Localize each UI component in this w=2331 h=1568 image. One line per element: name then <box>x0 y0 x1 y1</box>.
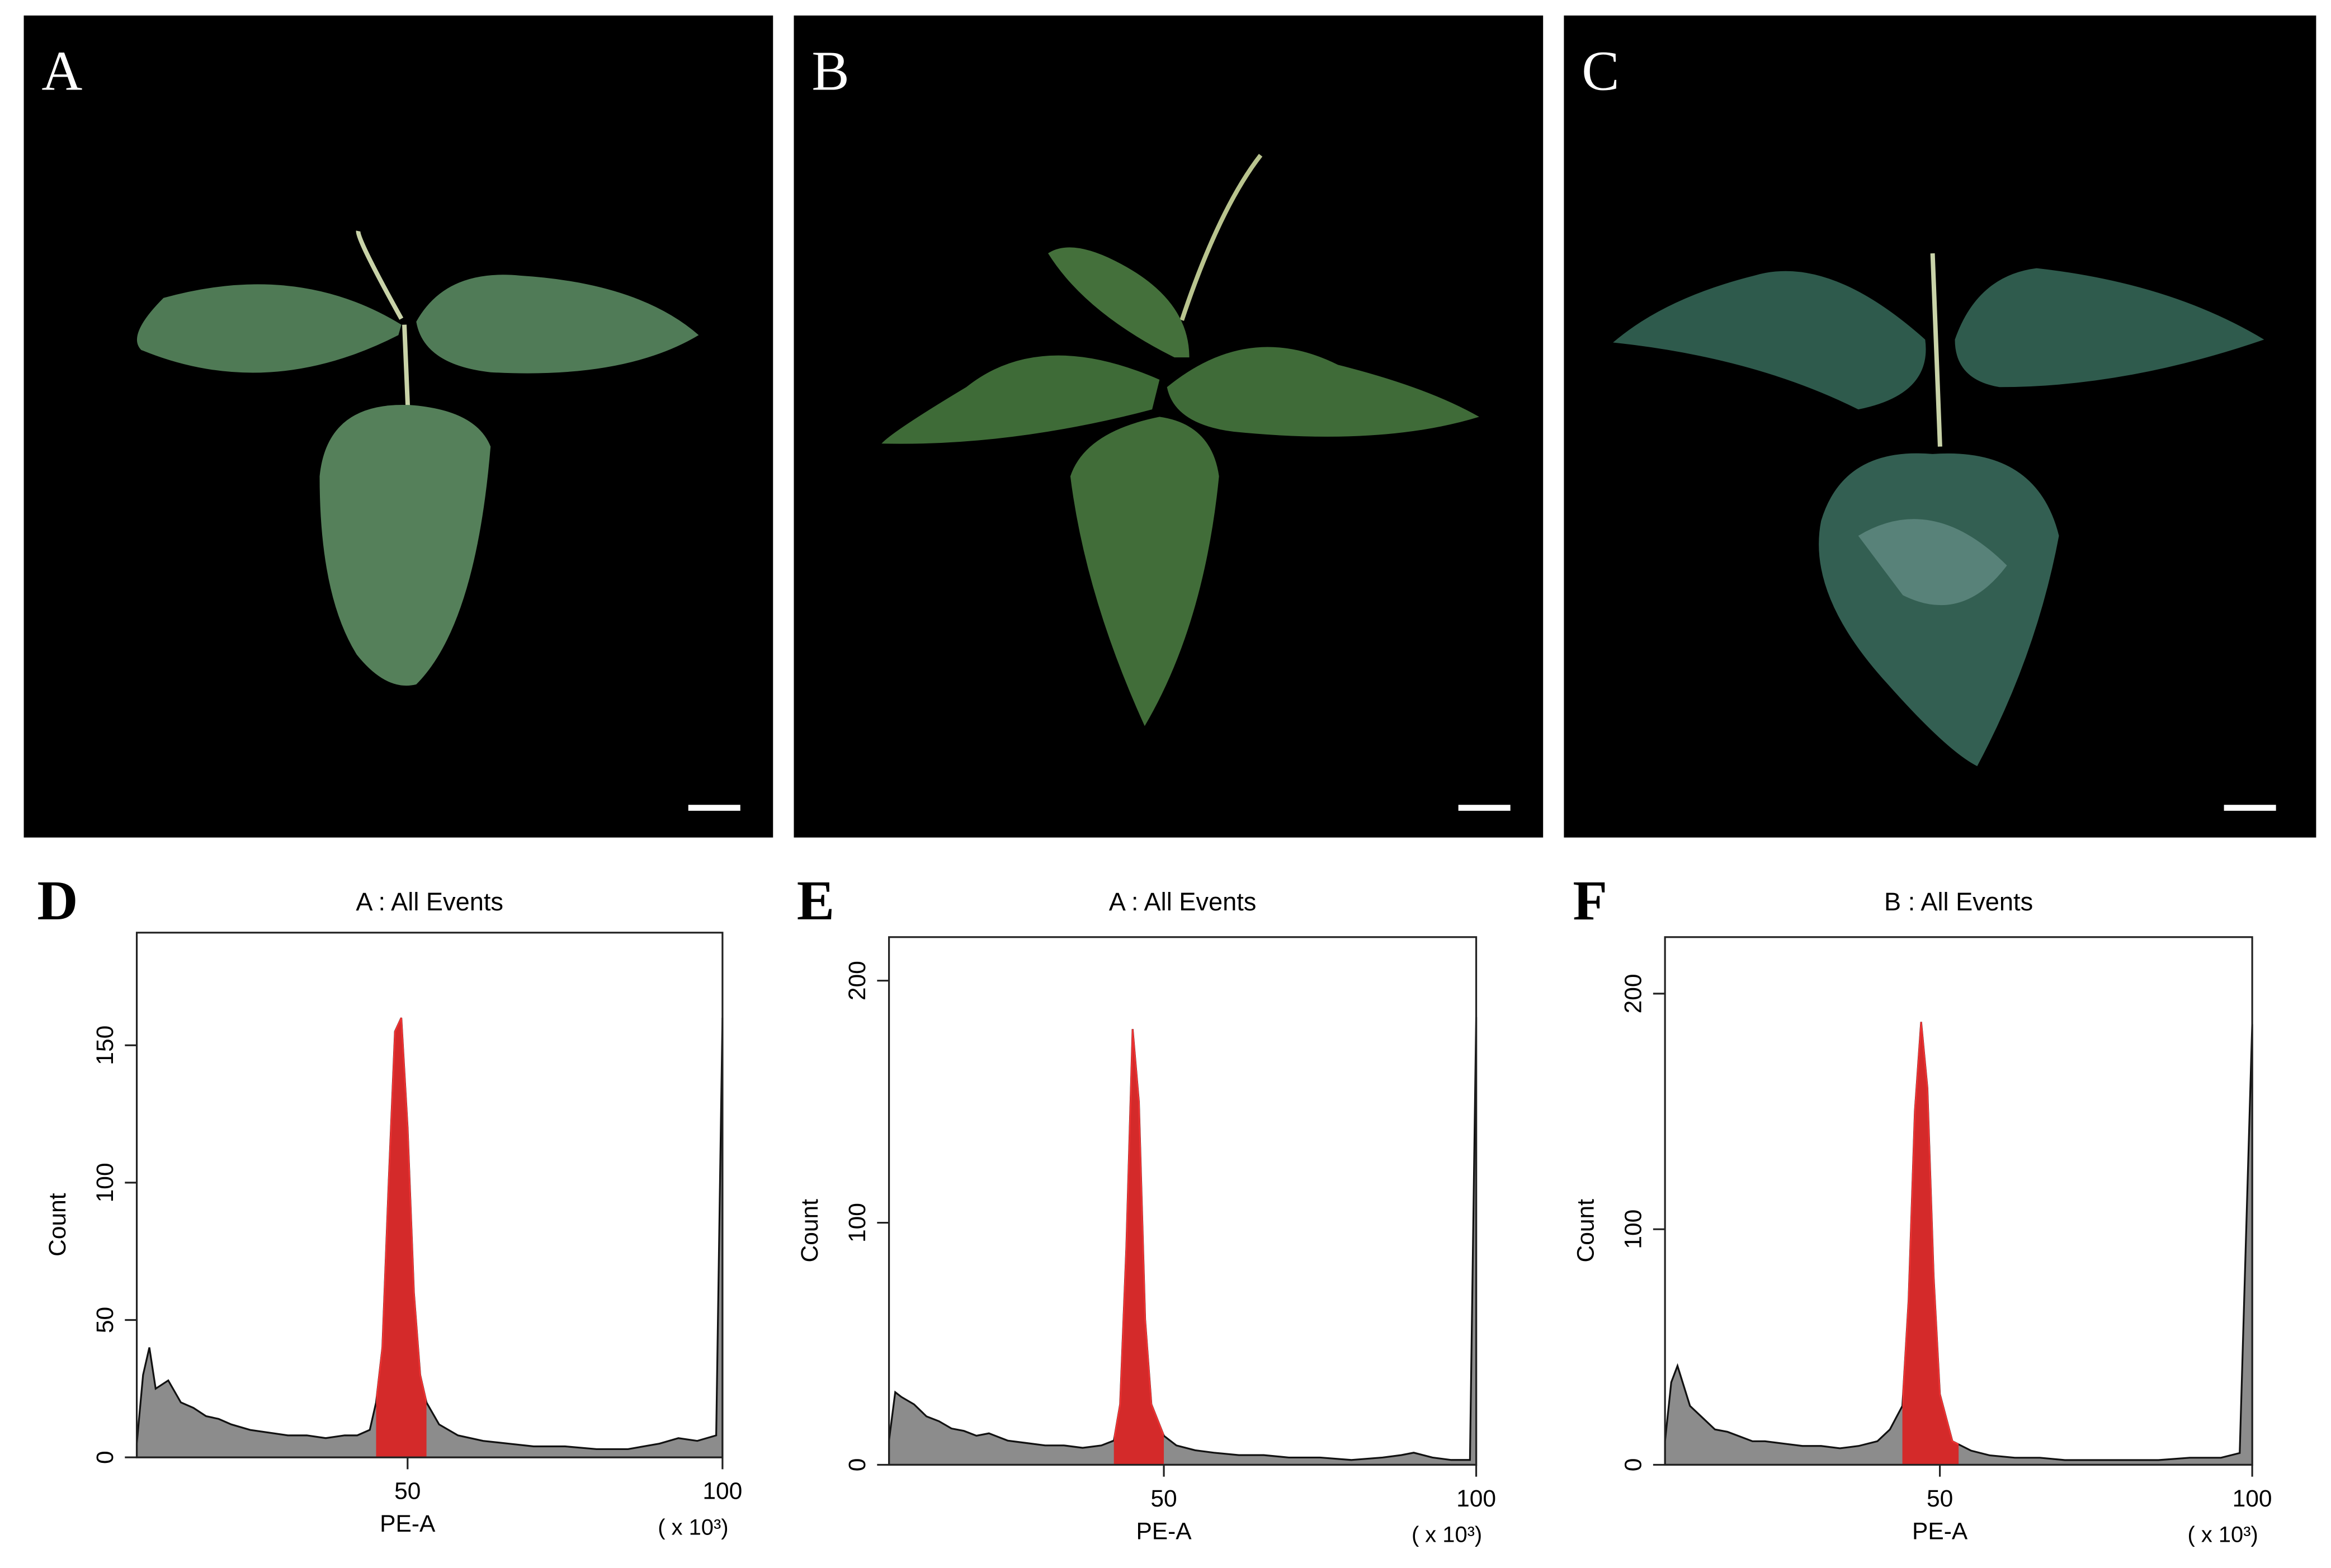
y-axis-label: Count <box>1573 1199 1599 1263</box>
x-tick-label: 100 <box>702 1478 742 1505</box>
chart-title: A : All Events <box>356 887 503 916</box>
y-tick-label: 150 <box>92 1026 119 1065</box>
gated-area <box>1113 1029 1164 1465</box>
panel-label: A <box>41 40 82 102</box>
panel-label: B <box>811 40 849 102</box>
y-tick-label: 100 <box>1620 1210 1647 1249</box>
x-axis-label: PE-A <box>1912 1518 1968 1545</box>
x-axis-label: PE-A <box>1136 1518 1192 1545</box>
photo-c <box>1564 15 2316 838</box>
plot-frame <box>888 936 1478 1466</box>
photo-a <box>23 15 773 838</box>
y-tick-label: 50 <box>92 1307 119 1333</box>
x-tick-label: 100 <box>2233 1485 2272 1512</box>
y-tick-label: 200 <box>844 961 871 1000</box>
y-tick-label: 100 <box>92 1163 119 1202</box>
chart-title: B : All Events <box>1884 887 2033 916</box>
photo-b <box>794 15 1544 838</box>
gated-area <box>1902 1022 1959 1465</box>
panel-label: D <box>37 869 78 932</box>
y-tick-label: 200 <box>1620 974 1647 1013</box>
panel-label: C <box>1582 40 1619 102</box>
x-tick-label: 50 <box>1927 1485 1953 1512</box>
y-tick-label: 0 <box>92 1451 119 1464</box>
x-tick-label: 100 <box>1456 1485 1496 1512</box>
plot-frame <box>1664 936 2253 1466</box>
y-axis-label: Count <box>44 1193 71 1257</box>
x-unit: ( x 10³) <box>2188 1523 2258 1547</box>
x-tick-label: 50 <box>394 1478 421 1505</box>
gated-area <box>376 1017 427 1458</box>
chart-title: A : All Events <box>1109 887 1257 916</box>
plot-frame <box>135 932 724 1458</box>
x-tick-label: 50 <box>1150 1485 1177 1512</box>
x-unit: ( x 10³) <box>658 1515 728 1539</box>
x-unit: ( x 10³) <box>1412 1523 1482 1547</box>
y-axis-label: Count <box>796 1199 823 1263</box>
panel-label: E <box>797 869 834 932</box>
panel-label: F <box>1573 869 1607 932</box>
x-axis-label: PE-A <box>380 1510 436 1537</box>
y-tick-label: 0 <box>844 1458 871 1472</box>
y-tick-label: 0 <box>1620 1458 1647 1472</box>
y-tick-label: 100 <box>844 1203 871 1243</box>
